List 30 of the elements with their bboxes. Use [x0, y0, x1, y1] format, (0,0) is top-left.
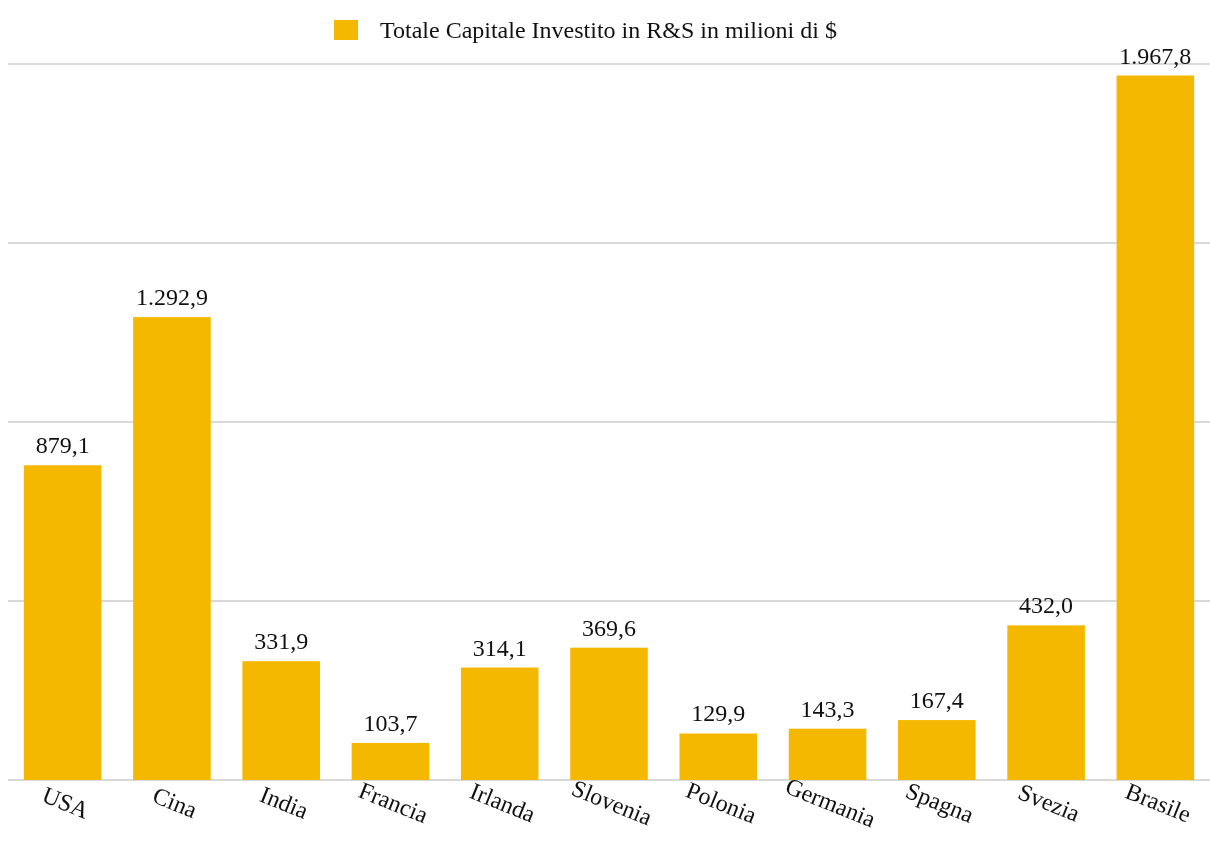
x-tick-label: USA	[38, 781, 94, 824]
x-tick-label: Irlanda	[466, 777, 540, 828]
x-tick-label: Cina	[149, 782, 202, 824]
bar	[133, 317, 211, 780]
data-label: 369,6	[582, 614, 636, 641]
x-tick-label: Spagna	[902, 777, 978, 828]
data-label: 1.967,8	[1119, 42, 1192, 69]
bar	[788, 728, 867, 780]
x-tick-label: Brasile	[1121, 777, 1195, 828]
data-label: 129,9	[691, 700, 746, 727]
bar	[23, 465, 102, 780]
bar	[898, 720, 976, 780]
bar	[1007, 625, 1085, 780]
bar	[1116, 75, 1195, 780]
data-label: 167,4	[909, 687, 964, 714]
x-tick-label: Svezia	[1014, 778, 1084, 827]
data-label: 1.292,9	[135, 284, 208, 311]
data-label: 331,9	[254, 628, 309, 655]
data-label: 314,1	[472, 634, 527, 661]
data-label: 432,0	[1019, 592, 1074, 619]
data-label: 143,3	[800, 695, 855, 722]
data-label: 103,7	[363, 709, 418, 736]
legend-label: Totale Capitale Investito in R&S in milioni di $	[380, 17, 837, 43]
bar	[242, 661, 320, 780]
bar	[351, 742, 430, 780]
bar	[460, 667, 539, 780]
data-label: 879,1	[35, 432, 90, 459]
bar	[679, 733, 758, 780]
x-tick-label: India	[256, 781, 313, 824]
bar	[570, 647, 648, 780]
